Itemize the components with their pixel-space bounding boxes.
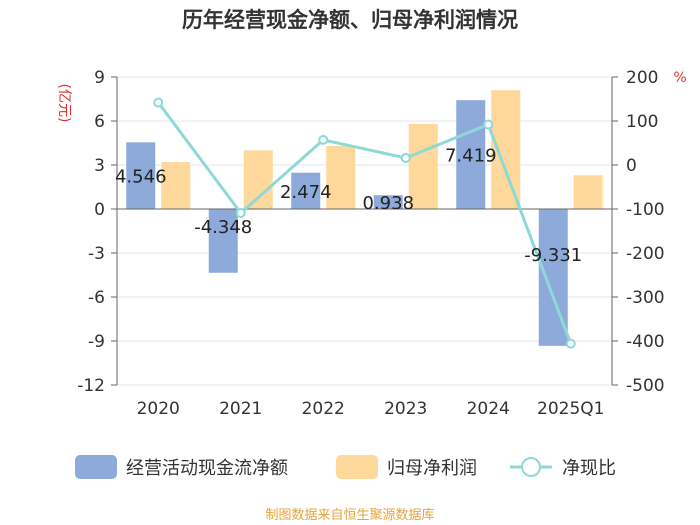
right-tick-label: -400 [626, 332, 665, 352]
left-tick-label: 6 [94, 112, 105, 132]
right-tick-label: -200 [626, 244, 665, 264]
ratio-point [235, 207, 246, 218]
chart-title: 历年经营现金净额、归母净利润情况 [182, 8, 518, 32]
left-axis-unit: (亿元) [56, 84, 72, 123]
right-tick-label: 100 [626, 112, 658, 132]
source-note: 制图数据来自恒生聚源数据库 [265, 507, 434, 523]
legend-swatch-net-profit [336, 455, 378, 479]
grid-lines [117, 76, 612, 386]
ratio-line [157, 101, 573, 345]
bar-series [126, 90, 603, 346]
net-profit-bar [491, 90, 521, 209]
category-label: 2022 [302, 399, 345, 419]
left-tick-label: -3 [88, 244, 105, 264]
right-tick-label: 0 [626, 156, 637, 176]
ratio-point [318, 134, 329, 145]
ratio-line-series [153, 97, 576, 349]
ratio-point [565, 338, 576, 349]
left-tick-label: -6 [88, 288, 105, 308]
cash-flow-bar [208, 209, 238, 273]
category-label: 2023 [384, 399, 427, 419]
left-tick-label: 0 [94, 200, 105, 220]
right-axis-unit: % [673, 70, 686, 86]
cash-flow-value-label: 7.419 [445, 146, 497, 167]
cash-flow-bar [291, 172, 321, 209]
cash-flow-value-label: 2.474 [280, 182, 332, 203]
ratio-point [400, 152, 411, 163]
cash-flow-bar [126, 142, 156, 209]
category-label: 2025Q1 [537, 399, 604, 419]
category-label: 2020 [137, 399, 180, 419]
left-tick-label: 9 [94, 68, 105, 88]
right-tick-label: -100 [626, 200, 665, 220]
legend-label-net-profit: 归母净利润 [387, 458, 477, 479]
right-tick-label: -300 [626, 288, 665, 308]
net-profit-bar [326, 145, 356, 209]
right-axis: 200 100 0 -100 -200 -300 -400 -500 [611, 68, 665, 396]
ratio-point [483, 119, 494, 130]
net-profit-bar [243, 150, 273, 209]
cash-flow-value-label: 0.938 [362, 193, 414, 214]
right-tick-label: 200 [626, 68, 658, 88]
left-axis: 9 6 3 0 -3 -6 -9 -12 [77, 68, 118, 396]
legend-label-ratio: 净现比 [562, 458, 616, 479]
category-axis: 2020 2021 2022 2023 2024 2025Q1 [137, 399, 605, 419]
left-tick-label: -12 [77, 376, 105, 396]
data-labels: 4.546 -4.348 2.474 0.938 7.419 -9.331 [115, 146, 582, 266]
legend-label-cash-flow: 经营活动现金流净额 [126, 458, 288, 479]
category-label: 2024 [467, 399, 510, 419]
cash-flow-value-label: -9.331 [524, 245, 582, 266]
cash-flow-bar [456, 100, 486, 209]
net-profit-bar [161, 162, 191, 209]
net-profit-bar [408, 123, 438, 209]
legend-swatch-cash-flow [75, 455, 117, 479]
left-tick-label: -9 [88, 332, 105, 352]
left-tick-label: 3 [94, 156, 105, 176]
cash-flow-bar [373, 195, 403, 209]
ratio-point [153, 97, 164, 108]
cash-flow-value-label: -4.348 [194, 217, 252, 238]
right-tick-label: -500 [626, 376, 665, 396]
category-label: 2021 [219, 399, 262, 419]
legend: 经营活动现金流净额 归母净利润 净现比 [75, 455, 616, 479]
cash-flow-value-label: 4.546 [115, 167, 167, 188]
net-profit-bar [573, 175, 603, 209]
legend-marker-ratio [521, 457, 541, 477]
